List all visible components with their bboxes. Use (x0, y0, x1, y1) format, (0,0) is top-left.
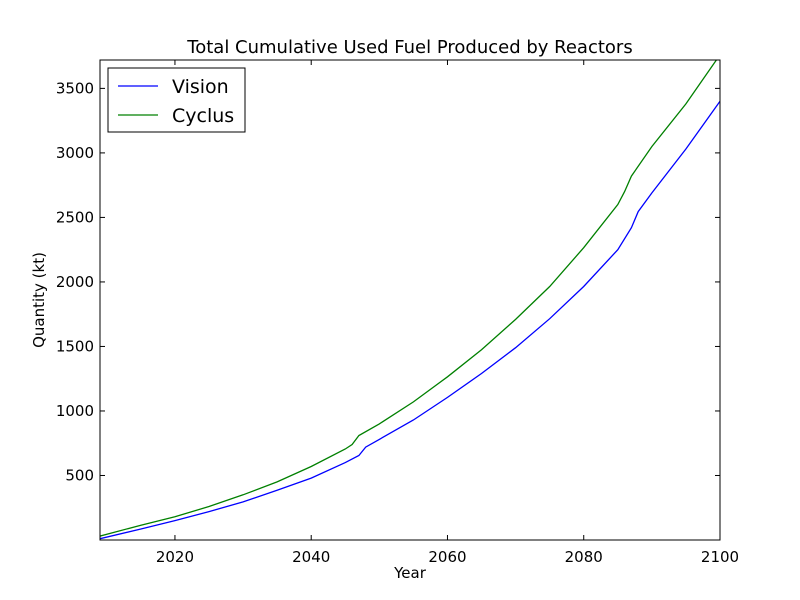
x-tick-label: 2060 (428, 548, 466, 566)
plot-frame (99, 59, 721, 541)
y-tick-label: 1500 (56, 337, 94, 355)
y-axis-label: Quantity (kt) (30, 252, 48, 348)
legend-label-cyclus: Cyclus (172, 105, 234, 127)
y-tick-label: 3000 (56, 144, 94, 162)
x-tick-label: 2040 (292, 548, 330, 566)
y-tick-label: 2000 (56, 273, 94, 291)
x-tick-label: 2100 (701, 548, 739, 566)
y-tick-label: 1000 (56, 402, 94, 420)
series-line-cyclus (100, 60, 718, 537)
chart-title: Total Cumulative Used Fuel Produced by R… (186, 37, 632, 58)
y-tick-label: 500 (65, 466, 94, 484)
series-line-vision (100, 100, 720, 540)
y-tick-label: 3500 (56, 79, 94, 97)
x-tick-label: 2020 (156, 548, 194, 566)
legend-label-vision: Vision (172, 76, 229, 98)
legend-box (107, 67, 246, 133)
y-tick-label: 2500 (56, 208, 94, 226)
plot-area: 2020 2040 2060 2080 2100 500 1000 1500 2000 2500 3… (56, 59, 739, 566)
x-axis-label: Year (393, 564, 427, 582)
x-tick-label: 2080 (565, 548, 603, 566)
